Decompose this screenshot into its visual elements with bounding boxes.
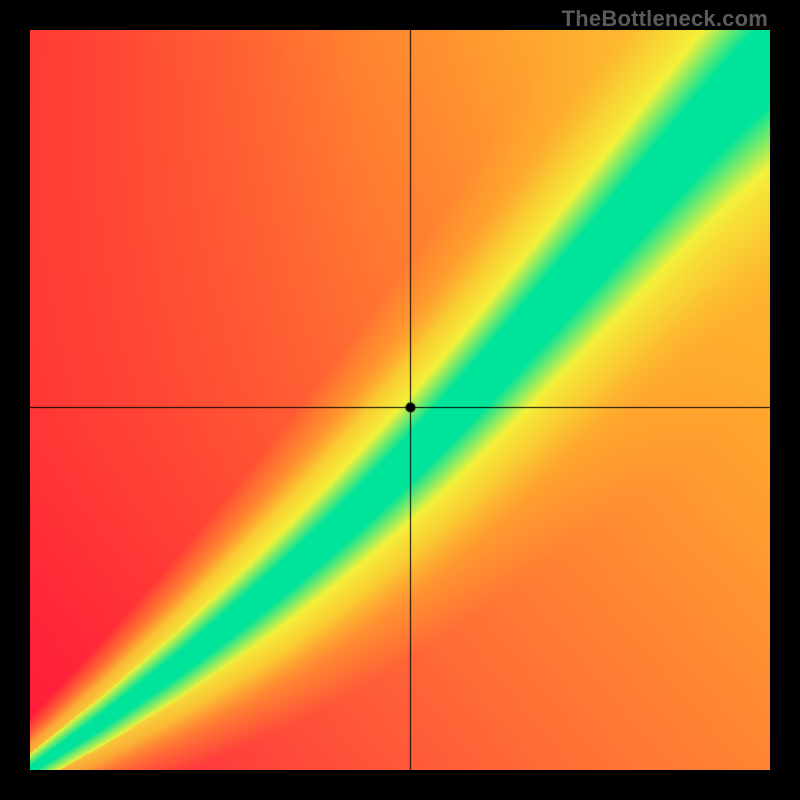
chart-frame: TheBottleneck.com: [0, 0, 800, 800]
watermark-text: TheBottleneck.com: [562, 6, 768, 32]
crosshair-overlay: [30, 30, 770, 770]
